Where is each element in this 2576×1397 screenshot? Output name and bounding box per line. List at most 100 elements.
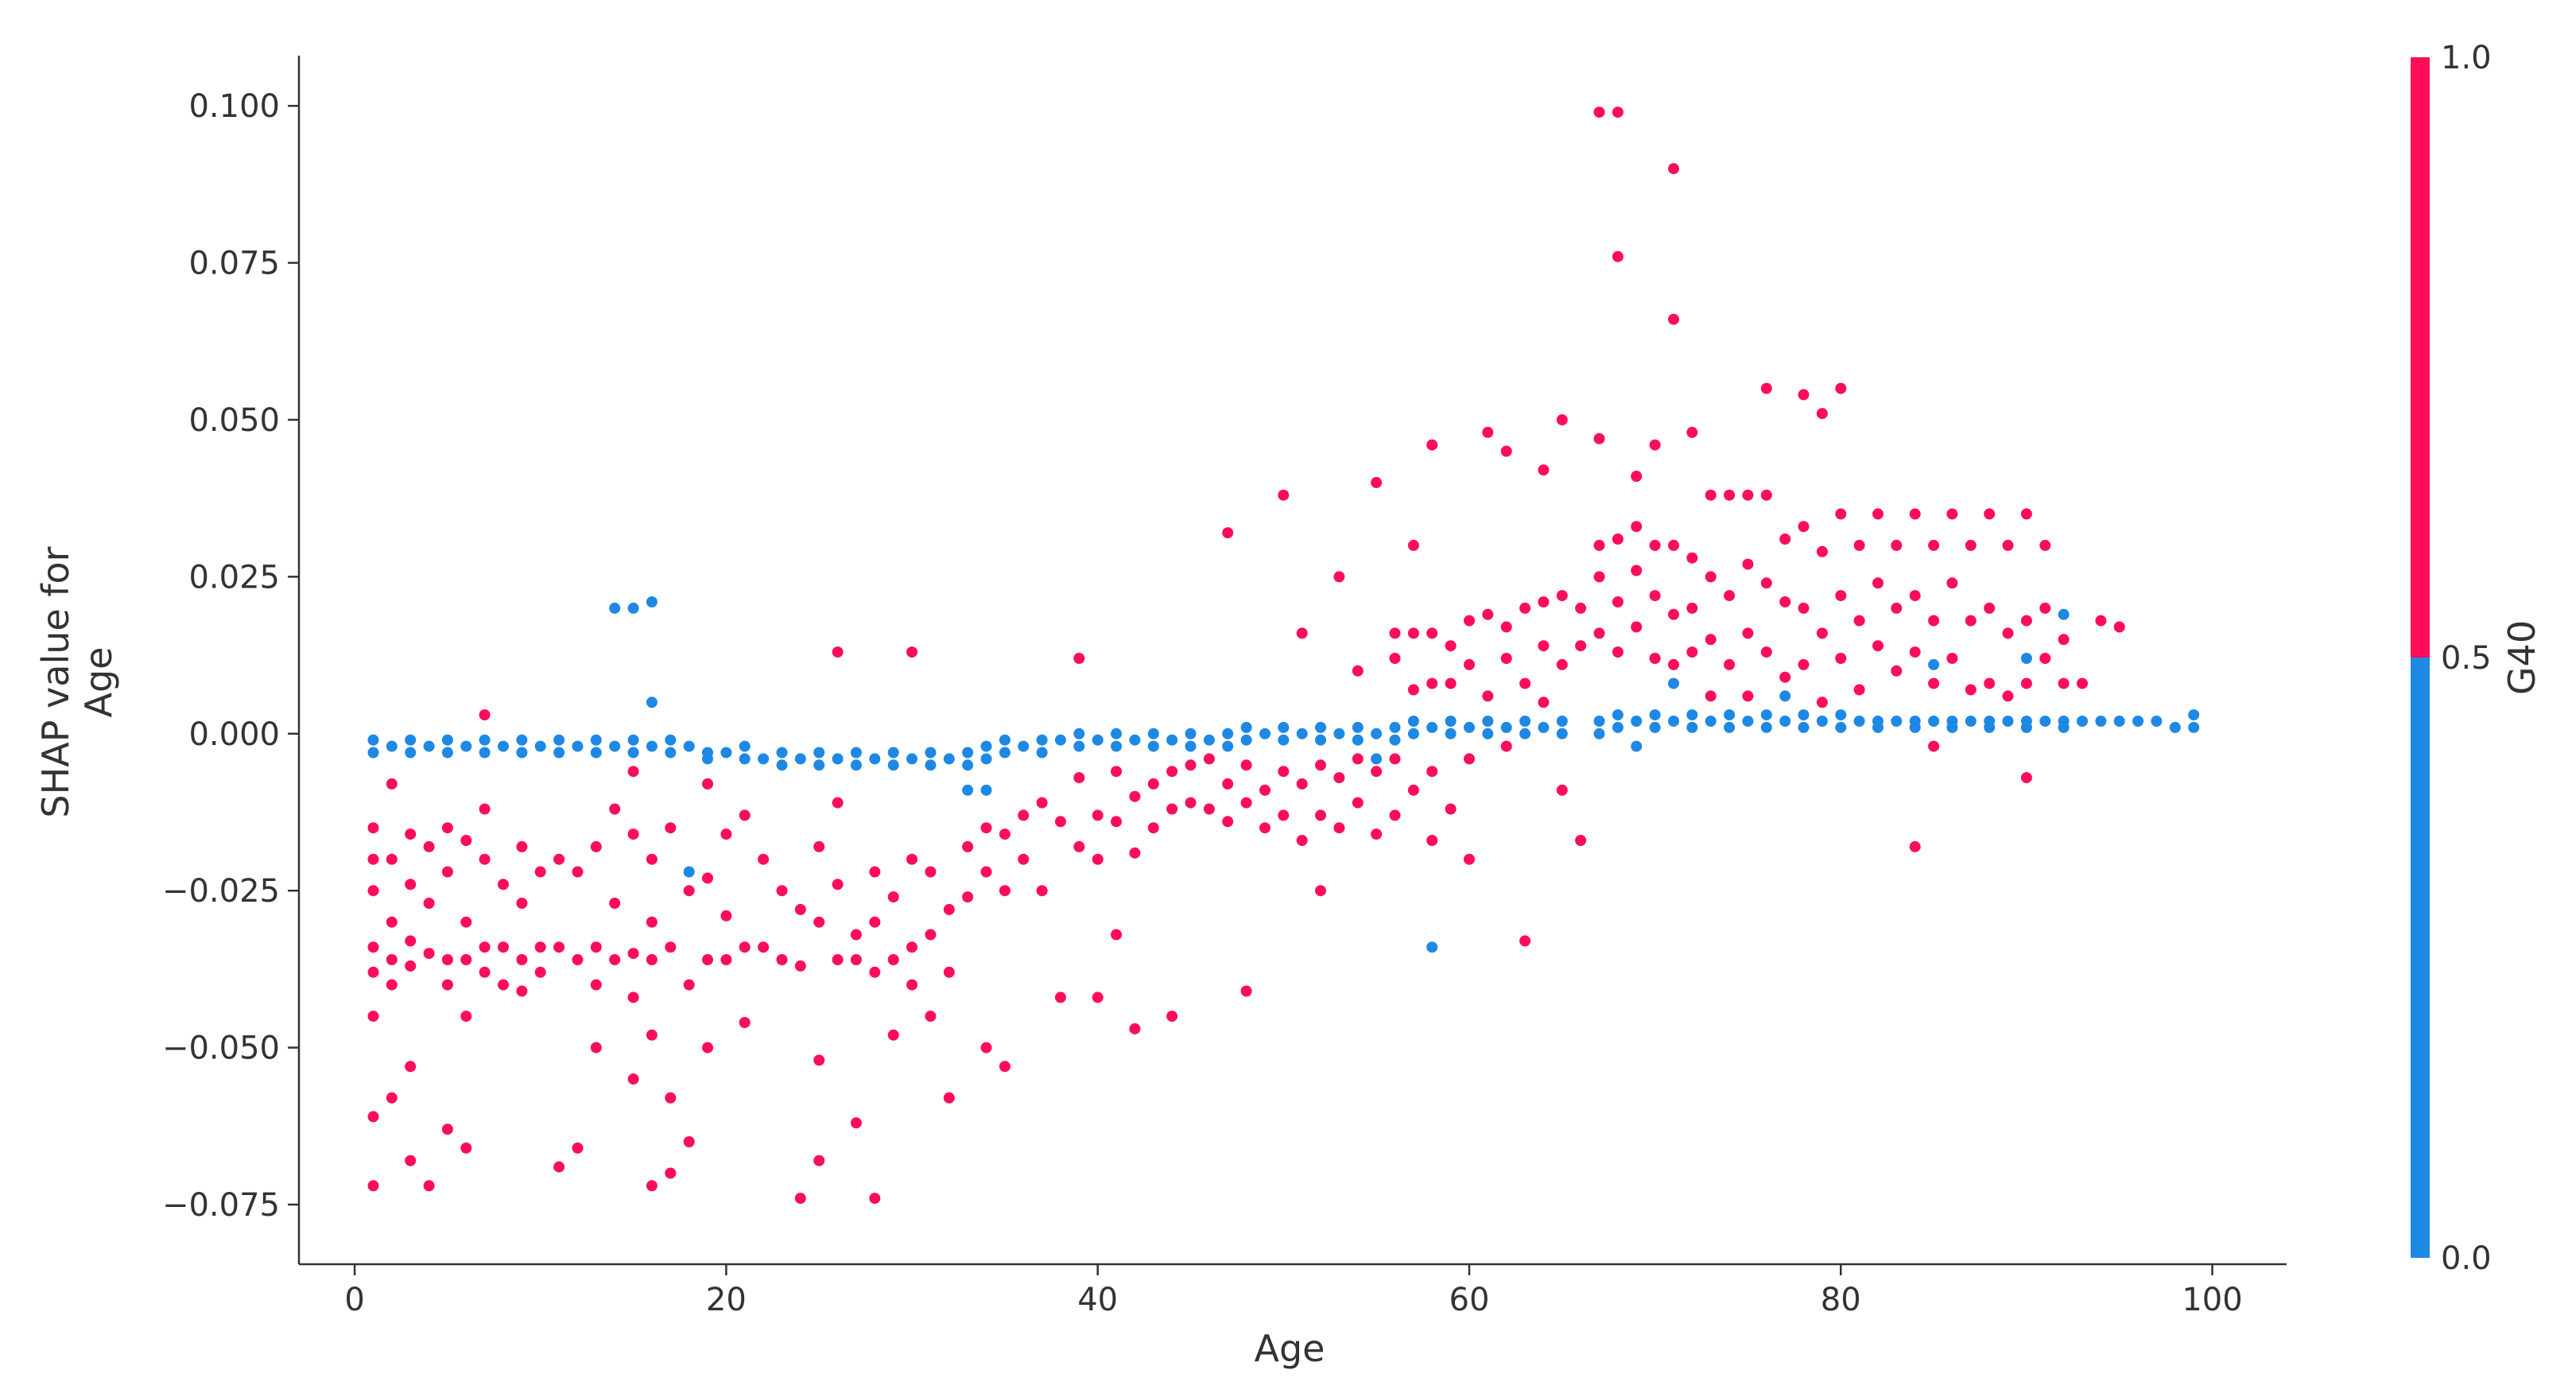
scatter-point-g40-0-80 xyxy=(1333,728,1345,739)
scatter-point-g40-1-244 xyxy=(1668,539,1679,551)
scatter-point-g40-0-1 xyxy=(367,747,379,759)
scatter-point-g40-1-254 xyxy=(1705,571,1717,583)
scatter-point-g40-1-107 xyxy=(869,866,881,878)
scatter-point-g40-1-106 xyxy=(850,1117,862,1129)
scatter-point-g40-1-21 xyxy=(423,898,435,909)
scatter-point-g40-1-238 xyxy=(1631,621,1643,633)
scatter-point-g40-1-11 xyxy=(386,954,398,965)
scatter-point-g40-1-209 xyxy=(1500,653,1512,664)
scatter-point-g40-1-145 xyxy=(1111,816,1122,828)
scatter-point-g40-0-94 xyxy=(1500,721,1512,733)
scatter-point-g40-1-34 xyxy=(479,803,491,815)
scatter-point-g40-1-294 xyxy=(1909,646,1921,658)
scatter-point-g40-1-95 xyxy=(794,1193,806,1205)
scatter-point-g40-1-207 xyxy=(1482,426,1494,438)
scatter-point-g40-1-50 xyxy=(553,941,565,953)
scatter-point-g40-0-111 xyxy=(1724,709,1736,721)
scatter-point-g40-1-70 xyxy=(646,1029,658,1041)
y-axis-ticks: 0.100 0.075 0.050 0.025 0.000 −0.025 −0.050 −0.… xyxy=(162,88,299,1224)
y-tick-label: 0.075 xyxy=(188,246,280,282)
scatter-point-g40-1-276 xyxy=(1816,627,1828,639)
scatter-point-g40-0-11 xyxy=(498,740,509,752)
scatter-point-g40-0-47 xyxy=(943,753,955,765)
scatter-point-g40-0-12 xyxy=(516,734,528,746)
scatter-point-g40-1-192 xyxy=(1407,539,1419,551)
scatter-point-g40-1-29 xyxy=(460,835,472,846)
scatter-point-g40-1-277 xyxy=(1816,697,1828,708)
scatter-point-g40-1-156 xyxy=(1185,797,1197,809)
scatter-point-g40-1-127 xyxy=(980,866,992,878)
scatter-point-g40-1-188 xyxy=(1389,809,1401,821)
scatter-point-g40-1-316 xyxy=(2039,539,2051,551)
scatter-point-g40-1-144 xyxy=(1111,766,1122,778)
scatter-point-g40-0-122 xyxy=(1853,716,1865,727)
scatter-point-g40-0-86 xyxy=(1407,716,1419,727)
scatter-point-g40-0-64 xyxy=(1147,728,1159,739)
scatter-point-g40-1-158 xyxy=(1203,803,1215,815)
scatter-point-g40-1-301 xyxy=(1946,577,1958,589)
scatter-point-g40-1-153 xyxy=(1166,803,1178,815)
scatter-point-g40-1-169 xyxy=(1278,489,1290,501)
scatter-point-g40-0-3 xyxy=(405,734,417,746)
scatter-point-g40-1-321 xyxy=(2077,677,2088,689)
scatter-point-g40-1-61 xyxy=(609,954,621,965)
scatter-point-g40-0-136 xyxy=(2020,721,2032,733)
scatter-point-g40-0-13 xyxy=(516,747,528,759)
scatter-point-g40-0-108 xyxy=(1686,709,1698,721)
scatter-point-g40-1-9 xyxy=(386,853,398,865)
scatter-point-g40-1-63 xyxy=(627,828,639,840)
scatter-point-g40-1-30 xyxy=(460,916,472,928)
scatter-point-g40-1-224 xyxy=(1575,640,1587,652)
scatter-point-g40-1-97 xyxy=(813,916,825,928)
scatter-point-g40-0-66 xyxy=(1166,734,1178,746)
scatter-point-g40-1-323 xyxy=(2113,621,2125,633)
scatter-points xyxy=(367,107,2200,1205)
scatter-point-g40-1-191 xyxy=(1407,784,1419,796)
scatter-point-g40-1-228 xyxy=(1593,627,1605,639)
scatter-point-g40-1-80 xyxy=(702,872,713,884)
scatter-point-g40-1-249 xyxy=(1686,552,1698,564)
scatter-point-g40-1-231 xyxy=(1612,534,1624,545)
scatter-point-g40-1-148 xyxy=(1129,847,1141,859)
scatter-point-g40-1-206 xyxy=(1482,690,1494,702)
scatter-point-g40-1-247 xyxy=(1668,163,1679,175)
scatter-point-g40-1-233 xyxy=(1612,646,1624,658)
scatter-point-g40-0-49 xyxy=(962,759,974,771)
scatter-point-g40-1-183 xyxy=(1371,828,1383,840)
scatter-point-g40-1-94 xyxy=(794,960,806,972)
scatter-point-g40-1-28 xyxy=(441,1123,453,1135)
scatter-point-g40-1-165 xyxy=(1259,784,1271,796)
scatter-point-g40-1-104 xyxy=(850,929,862,941)
scatter-point-g40-1-37 xyxy=(479,966,491,978)
scatter-point-g40-1-105 xyxy=(850,954,862,965)
scatter-point-g40-1-252 xyxy=(1686,426,1698,438)
scatter-point-g40-0-120 xyxy=(1835,709,1847,721)
scatter-point-g40-1-298 xyxy=(1928,677,1940,689)
scatter-point-g40-0-23 xyxy=(646,740,658,752)
scatter-point-g40-0-83 xyxy=(1371,728,1383,739)
scatter-point-g40-1-264 xyxy=(1760,489,1772,501)
scatter-point-g40-0-143 xyxy=(2132,716,2144,727)
scatter-point-g40-1-83 xyxy=(720,828,732,840)
scatter-point-g40-0-131 xyxy=(1965,716,1977,727)
scatter-point-g40-1-79 xyxy=(702,778,713,790)
scatter-point-g40-0-157 xyxy=(1668,677,1679,689)
scatter-point-g40-1-24 xyxy=(441,822,453,834)
scatter-point-g40-0-95 xyxy=(1519,716,1531,727)
scatter-point-g40-1-271 xyxy=(1798,521,1810,533)
y-tick-label: 0.100 xyxy=(188,88,280,125)
scatter-point-g40-1-182 xyxy=(1371,766,1383,778)
scatter-point-g40-1-149 xyxy=(1129,1023,1141,1034)
scatter-point-g40-1-270 xyxy=(1779,671,1791,683)
scatter-point-g40-1-299 xyxy=(1928,740,1940,752)
scatter-point-g40-1-160 xyxy=(1222,816,1234,828)
scatter-point-g40-0-104 xyxy=(1631,716,1643,727)
colorbar-tick-label: 0.5 xyxy=(2441,640,2492,677)
scatter-point-g40-0-81 xyxy=(1352,721,1364,733)
scatter-point-g40-1-312 xyxy=(2020,508,2032,520)
scatter-point-g40-0-87 xyxy=(1407,728,1419,739)
scatter-point-g40-0-18 xyxy=(590,734,602,746)
scatter-point-g40-1-74 xyxy=(665,1092,677,1104)
scatter-point-g40-1-320 xyxy=(2058,677,2070,689)
